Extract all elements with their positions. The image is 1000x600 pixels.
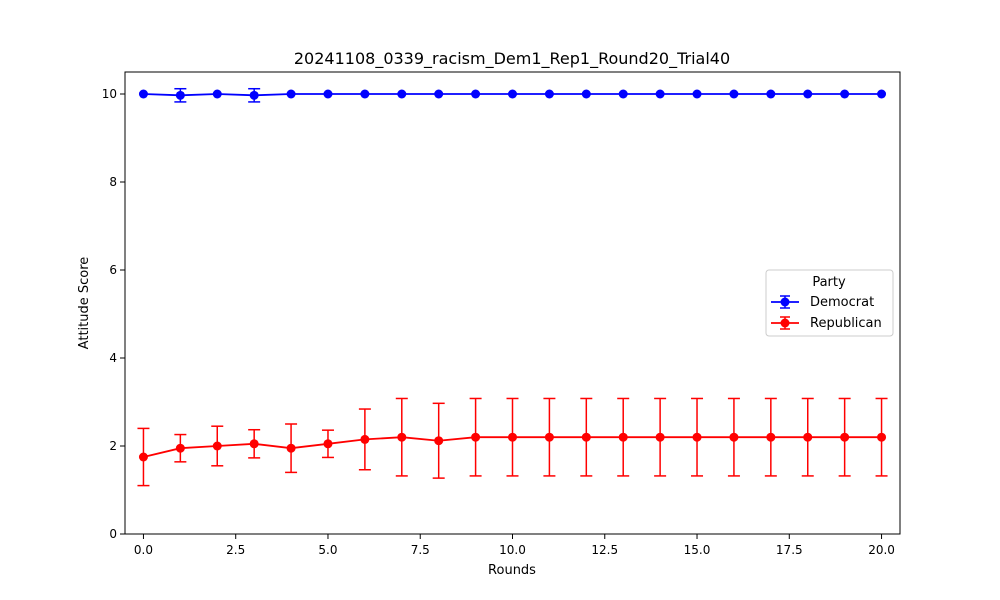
legend-label: Democrat [810,295,874,310]
y-tick-label: 0 [109,527,117,541]
republican-point [323,439,333,449]
republican-point [655,432,665,442]
republican-point [803,432,813,442]
republican-point [840,432,850,442]
democrat-point [877,89,887,99]
republican-point [138,452,148,462]
democrat-point [618,89,628,99]
democrat-point [212,89,222,99]
democrat-point [434,89,444,99]
republican-point [471,432,481,442]
legend-entry-democrat: Democrat [771,295,874,310]
democrat-point [471,89,481,99]
chart-title: 20241108_0339_racism_Dem1_Rep1_Round20_T… [294,49,730,69]
democrat-point [138,89,148,99]
series-republican [137,397,888,487]
republican-point [508,432,517,442]
x-tick-label: 17.5 [776,543,803,557]
republican-point [434,436,444,446]
legend: Party Democrat Republican [765,269,894,337]
republican-point [692,432,702,442]
democrat-point [692,89,702,99]
democrat-point [840,89,850,99]
republican-point [544,432,554,442]
x-tick-label: 10.0 [499,543,526,557]
y-axis-label: Attitude Score [77,257,92,350]
plot-area [137,87,888,487]
democrat-point [655,89,665,99]
x-axis-label: Rounds [488,563,536,578]
y-tick-label: 8 [109,175,117,189]
legend-entry-republican: Republican [771,316,882,331]
republican-point [249,439,259,449]
democrat-point [581,89,591,99]
y-tick-label: 10 [102,87,117,101]
republican-point [286,443,296,453]
democrat-point [803,89,813,99]
legend-swatch-marker [780,318,790,328]
x-tick-label: 20.0 [868,543,895,557]
republican-point [397,432,407,442]
x-tick-label: 12.5 [591,543,618,557]
republican-point [581,432,591,442]
x-tick-label: 7.5 [411,543,430,557]
x-tick-label: 15.0 [684,543,711,557]
x-tick-label: 0.0 [134,543,153,557]
democrat-point [323,89,333,99]
republican-point [766,432,776,442]
democrat-point [397,89,407,99]
democrat-point [766,89,776,99]
axis-ticks: 0.0 2.5 5.0 7.5 10.0 12.5 15.0 17.5 20.0 0 2 4 6 8 10 [102,87,895,557]
democrat-point [175,90,185,100]
democrat-point [544,89,554,99]
x-tick-label: 2.5 [226,543,245,557]
republican-point [360,434,370,444]
democrat-point [729,89,739,99]
y-tick-label: 4 [109,351,117,365]
legend-title: Party [812,275,846,290]
legend-label: Republican [810,316,882,331]
y-tick-label: 2 [109,439,117,453]
republican-point [212,441,222,451]
republican-point [175,443,185,453]
democrat-point [508,89,517,99]
democrat-point [360,89,370,99]
republican-point [877,432,887,442]
democrat-point [286,89,296,99]
democrat-point [249,90,259,100]
series-democrat [138,87,887,103]
y-tick-label: 6 [109,263,117,277]
x-tick-label: 5.0 [318,543,337,557]
legend-box [765,269,894,337]
republican-point [729,432,739,442]
republican-point [618,432,628,442]
legend-swatch-marker [780,297,790,307]
